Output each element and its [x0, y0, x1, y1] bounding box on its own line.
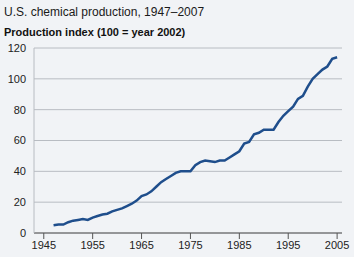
svg-text:40: 40: [14, 165, 26, 177]
svg-text:0: 0: [20, 227, 26, 239]
svg-text:1965: 1965: [129, 239, 153, 251]
html-text:Production index (100 = year 2: Production index (100 = year 2002): [4, 26, 186, 38]
svg-text:2005: 2005: [325, 239, 346, 251]
svg-text:1955: 1955: [80, 239, 104, 251]
svg-text:80: 80: [14, 104, 26, 116]
svg-text:1945: 1945: [32, 239, 56, 251]
svg-text:100: 100: [8, 73, 26, 85]
svg-text:1975: 1975: [178, 239, 202, 251]
svg-text:20: 20: [14, 196, 26, 208]
svg-text:1995: 1995: [276, 239, 300, 251]
svg-text:1985: 1985: [227, 239, 251, 251]
html-text:U.S. chemical production, 1947: U.S. chemical production, 1947–2007: [4, 5, 205, 19]
svg-text:60: 60: [14, 134, 26, 146]
svg-text:120: 120: [8, 42, 26, 54]
